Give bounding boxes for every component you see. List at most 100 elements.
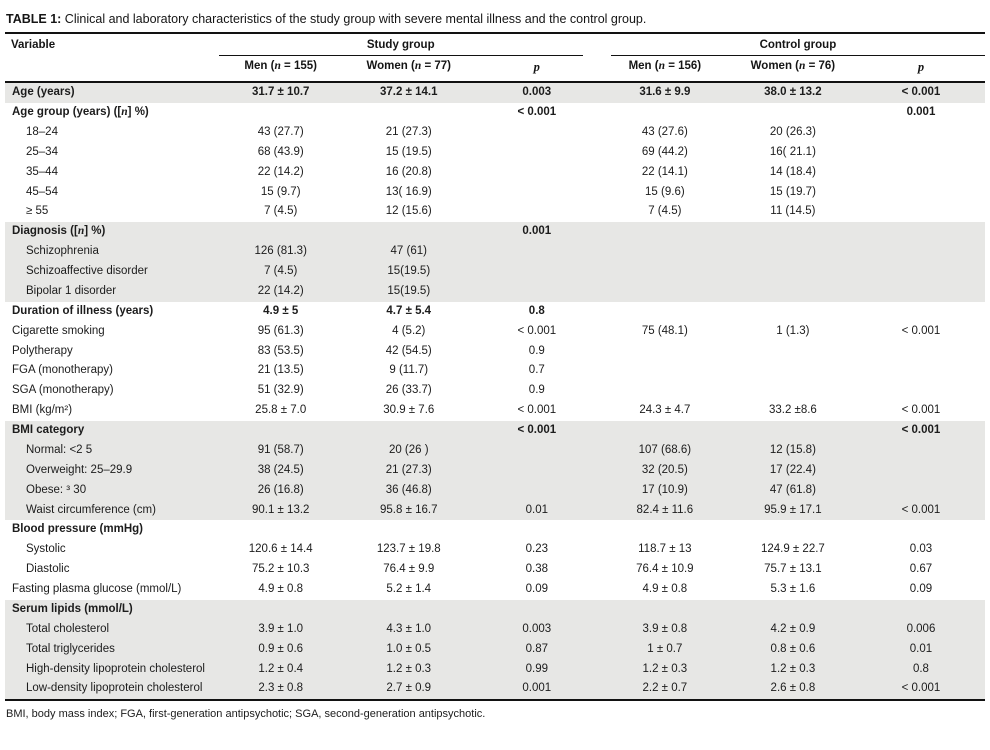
- value-cell: 15(19.5): [387, 284, 431, 297]
- variable-cell: 18–24: [26, 125, 58, 138]
- value-cell: [601, 262, 729, 282]
- value-cell: [217, 222, 345, 242]
- value-cell: 26 (16.8): [257, 483, 304, 496]
- value-cell: 1 (1.3): [776, 324, 810, 337]
- value-cell: 2.2 ± 0.7: [600, 679, 729, 702]
- value-cell: < 0.001: [901, 404, 941, 417]
- value-cell: < 0.001: [901, 86, 941, 99]
- value-cell: 1.0 ± 0.5: [386, 642, 432, 655]
- value-cell: 0.9 ± 0.6: [258, 642, 304, 655]
- variable-cell: Schizophrenia: [26, 245, 99, 258]
- table-row: Duration of illness (years) 4.9 ± 5 4.7 ± …: [5, 302, 985, 322]
- table-row: 25–34 68 (43.9) 15 (19.5) 69 (44.2) 16( 21.1…: [5, 143, 985, 163]
- value-cell: 51 (32.9): [257, 384, 304, 397]
- variable-cell: Bipolar 1 disorder: [26, 284, 117, 297]
- value-cell: < 0.001: [856, 679, 985, 702]
- value-cell: 95.9 ± 17.1: [764, 503, 822, 516]
- value-cell: 95.8 ± 16.7: [380, 503, 438, 516]
- value-cell: 126 (81.3): [254, 245, 307, 258]
- variable-cell: Waist circumference (cm): [26, 503, 156, 516]
- value-cell: [601, 381, 729, 401]
- column-header-variable: Variable: [5, 34, 217, 83]
- value-cell: 25.8 ± 7.0: [255, 404, 307, 417]
- value-cell: 0.006: [906, 622, 936, 635]
- variable-cell: Total triglycerides: [26, 642, 115, 655]
- value-cell: 82.4 ± 11.6: [636, 503, 694, 516]
- table-row: Fasting plasma glucose (mmol/L) 4.9 ± 0.8…: [5, 580, 985, 600]
- value-cell: [857, 341, 985, 361]
- value-cell: 43 (27.6): [641, 125, 688, 138]
- value-cell: 1 ± 0.7: [647, 642, 683, 655]
- value-cell: 16 (20.8): [385, 165, 432, 178]
- variable-cell: Schizoaffective disorder: [26, 265, 148, 278]
- value-cell: 0.003: [522, 86, 552, 99]
- value-cell: 4.9 ± 0.8: [258, 583, 304, 596]
- table-figure: TABLE 1: Clinical and laboratory charact…: [5, 4, 985, 720]
- value-cell: [857, 441, 985, 461]
- value-cell: 75.7 ± 13.1: [764, 563, 822, 576]
- table-row: SGA (monotherapy) 51 (32.9) 26 (33.7) 0.9: [5, 381, 985, 401]
- variable-cell: SGA (monotherapy): [12, 384, 114, 397]
- value-cell: [217, 421, 345, 441]
- value-cell: 69 (44.2): [641, 145, 688, 158]
- value-cell: [857, 481, 985, 501]
- table-row: BMI category < 0.001 < 0.001: [5, 420, 985, 441]
- value-cell: [473, 282, 601, 302]
- table-title: TABLE 1: Clinical and laboratory charact…: [5, 4, 985, 34]
- value-cell: 30.9 ± 7.6: [383, 404, 435, 417]
- value-cell: 0.001: [522, 225, 552, 238]
- value-cell: < 0.001: [517, 106, 557, 119]
- value-cell: [729, 361, 857, 381]
- table-row: 45–54 15 (9.7) 13( 16.9) 15 (9.6) 15 (19.7): [5, 182, 985, 202]
- value-cell: [345, 600, 473, 620]
- value-cell: 75.2 ± 10.3: [251, 563, 310, 576]
- value-cell: 2.6 ± 0.8: [728, 679, 857, 702]
- value-cell: [345, 103, 473, 123]
- table-row: Diagnosis ([n] %) 0.001: [5, 222, 985, 242]
- value-cell: 21 (27.3): [385, 125, 432, 138]
- column-header-study-men: Men (n = 155): [216, 56, 345, 83]
- value-cell: 75 (48.1): [641, 324, 688, 337]
- value-cell: 1.2 ± 0.3: [770, 662, 816, 675]
- value-cell: [729, 282, 857, 302]
- value-cell: [729, 302, 857, 322]
- value-cell: 4 (5.2): [392, 324, 426, 337]
- value-cell: < 0.001: [517, 424, 557, 437]
- value-cell: [857, 202, 985, 222]
- table-row: Bipolar 1 disorder 22 (14.2) 15(19.5): [5, 281, 985, 302]
- value-cell: [601, 302, 729, 322]
- table-row: Diastolic 75.2 ± 10.3 76.4 ± 9.9 0.38 76.4 ±…: [5, 560, 985, 580]
- value-cell: 38.0 ± 13.2: [764, 86, 822, 99]
- table-row: Systolic 120.6 ± 14.4 123.7 ± 19.8 0.23 118.…: [5, 540, 985, 560]
- value-cell: < 0.001: [901, 503, 941, 516]
- value-cell: [729, 242, 857, 262]
- value-cell: 0.001: [472, 679, 601, 702]
- value-cell: 0.9: [528, 344, 545, 357]
- value-cell: 0.01: [525, 503, 548, 516]
- value-cell: [857, 143, 985, 163]
- value-cell: [473, 123, 601, 143]
- table-row: FGA (monotherapy) 21 (13.5) 9 (11.7) 0.7: [5, 361, 985, 381]
- value-cell: [857, 361, 985, 381]
- value-cell: [473, 520, 601, 540]
- table-number: TABLE 1:: [6, 12, 62, 26]
- value-cell: 68 (43.9): [257, 145, 304, 158]
- value-cell: [729, 222, 857, 242]
- value-cell: [729, 103, 857, 123]
- value-cell: 20 (26.3): [769, 125, 816, 138]
- value-cell: 42 (54.5): [385, 344, 432, 357]
- value-cell: 22 (14.2): [257, 284, 304, 297]
- value-cell: 1.2 ± 0.3: [642, 662, 688, 675]
- value-cell: 31.7 ± 10.7: [251, 86, 310, 99]
- table-row: BMI (kg/m²) 25.8 ± 7.0 30.9 ± 7.6 < 0.001 24…: [5, 401, 985, 421]
- variable-cell: Diagnosis ([n] %): [12, 225, 106, 238]
- value-cell: 2.3 ± 0.8: [216, 679, 345, 702]
- value-cell: 4.9 ± 0.8: [642, 583, 688, 596]
- table-row: Age (years) 31.7 ± 10.7 37.2 ± 14.1 0.003 31…: [5, 82, 985, 103]
- value-cell: 9 (11.7): [389, 364, 429, 377]
- value-cell: 12 (15.8): [769, 443, 816, 456]
- value-cell: 3.9 ± 0.8: [642, 622, 688, 635]
- value-cell: 0.99: [525, 662, 548, 675]
- variable-cell: 25–34: [26, 145, 58, 158]
- value-cell: 22 (14.2): [257, 165, 304, 178]
